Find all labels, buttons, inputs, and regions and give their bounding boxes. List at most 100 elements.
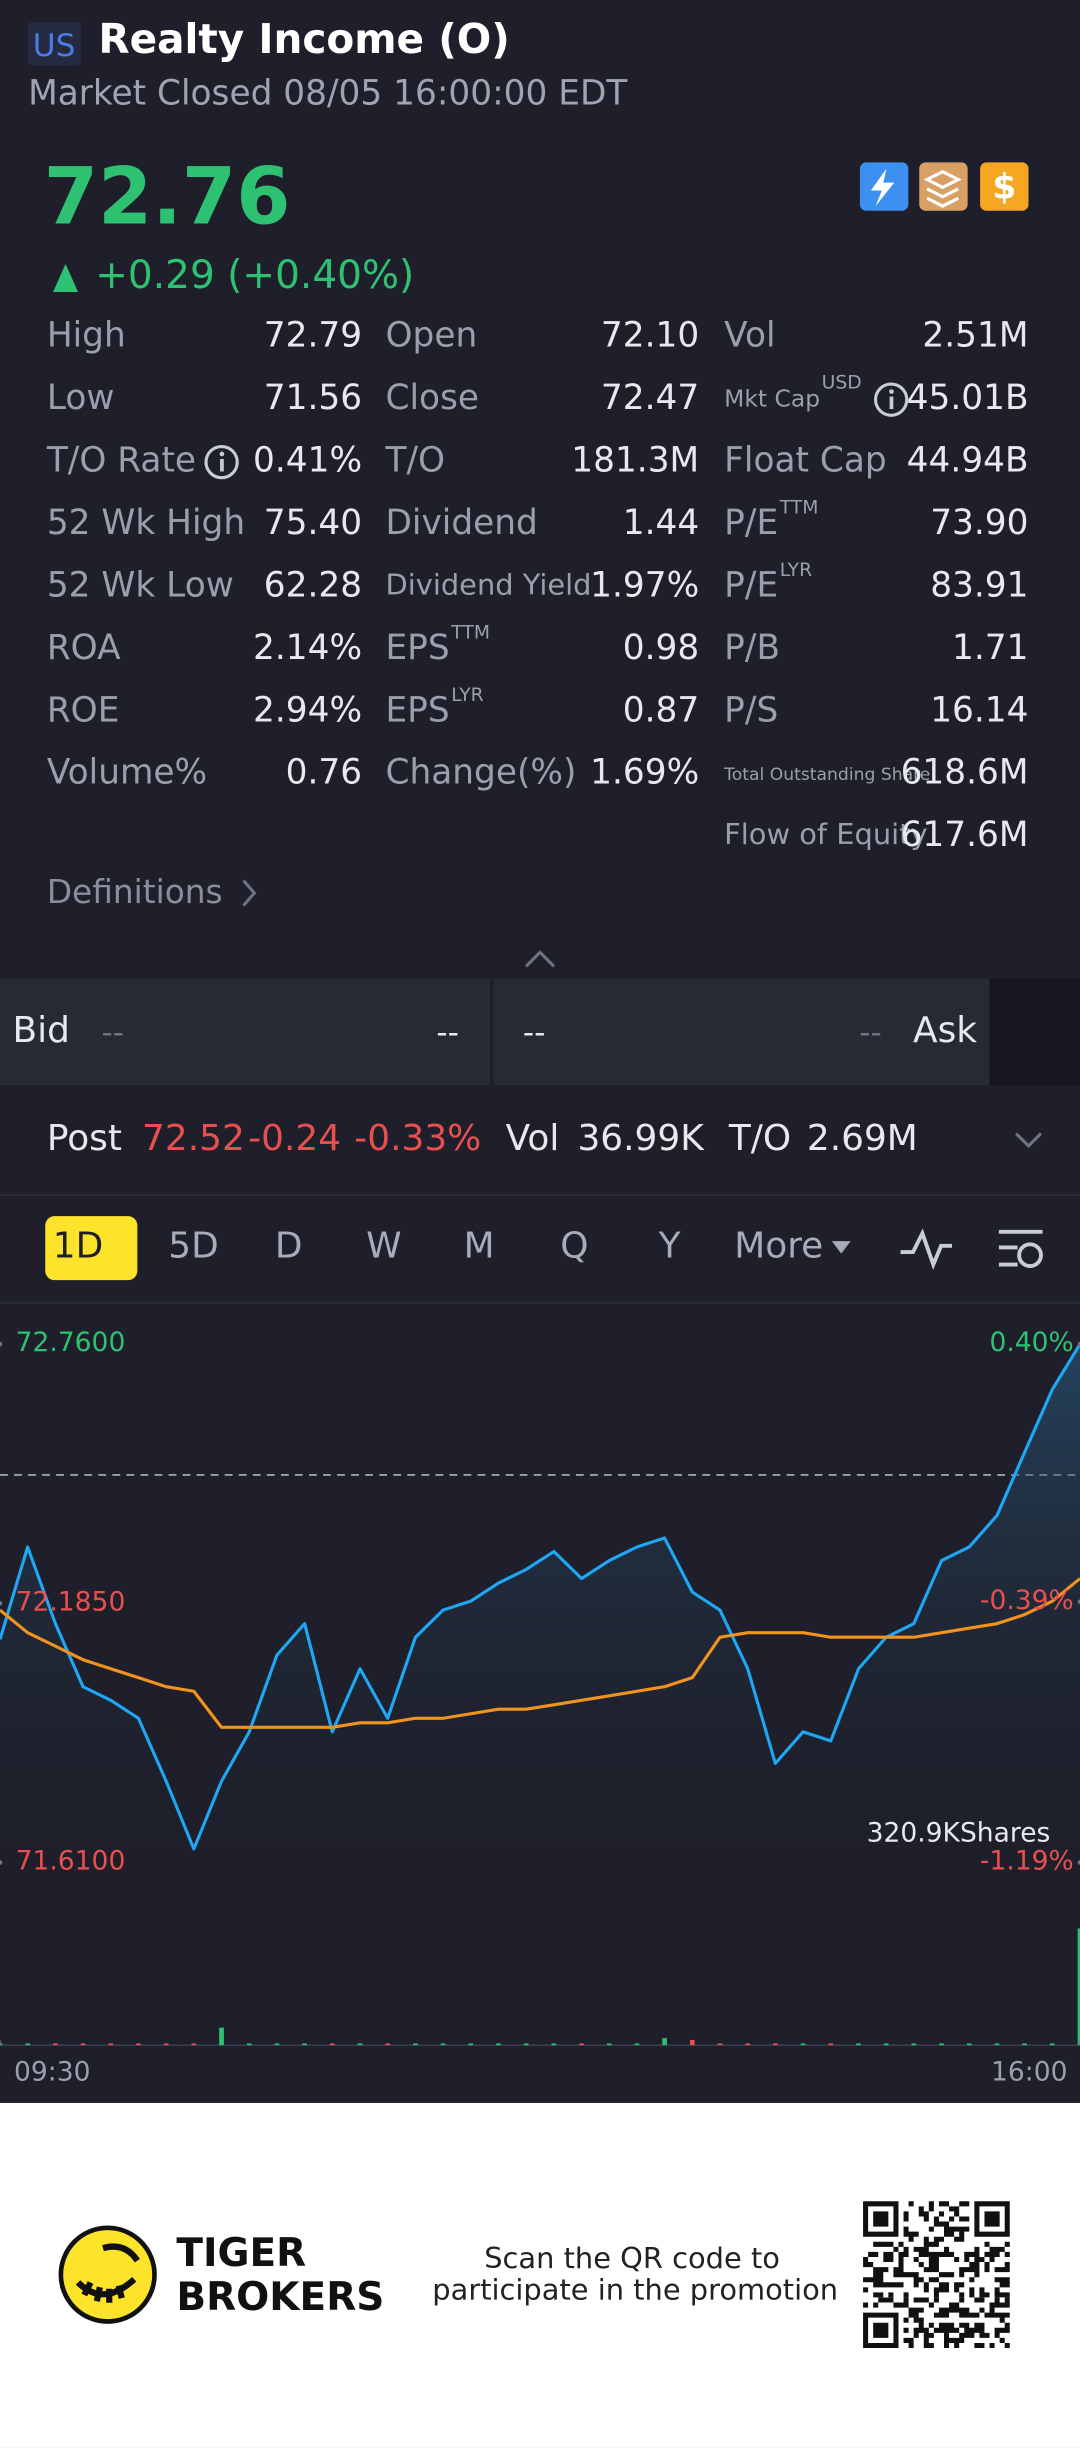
stat-label: Change(%) xyxy=(385,754,577,794)
post-chevron[interactable] xyxy=(1014,1132,1043,1149)
stat-label: 52 Wk High xyxy=(46,504,246,544)
info-icon-part xyxy=(218,451,224,457)
icon-layers-glyph xyxy=(923,169,962,208)
post-change: -0.24 xyxy=(248,1118,342,1160)
volume-bar xyxy=(966,2043,972,2046)
volume-bar xyxy=(136,2043,141,2046)
info-icon-part xyxy=(890,396,895,410)
stat-value: 72.79 xyxy=(263,316,363,356)
volume-bar xyxy=(1049,2043,1055,2046)
stat-value: 1.44 xyxy=(622,504,700,544)
stat-label: ROA xyxy=(46,629,121,669)
stat-label: ROE xyxy=(46,691,120,731)
definitions-chevron[interactable] xyxy=(242,879,257,907)
volume-bar xyxy=(745,2043,751,2046)
post-to: 2.69M xyxy=(806,1118,918,1160)
stock-title: Realty Income (O) xyxy=(98,17,510,65)
up-triangle xyxy=(53,263,79,292)
stat-value: 72.10 xyxy=(600,316,700,356)
stat-label: Float Cap xyxy=(724,441,887,481)
info-icon[interactable] xyxy=(201,442,242,483)
post-to-label: T/O xyxy=(728,1118,792,1160)
bid-size: -- xyxy=(436,1013,459,1051)
stat-label-sup: LYR xyxy=(451,683,484,706)
stat-value: 0.98 xyxy=(622,629,700,669)
indicator-icon[interactable] xyxy=(900,1228,953,1271)
info-icon-part xyxy=(874,382,910,417)
volume-bar xyxy=(385,2043,391,2046)
last-price: 72.76 xyxy=(43,151,291,242)
stat-label: P/S xyxy=(724,691,779,731)
y2-tick-label: 0.40% xyxy=(989,1327,1074,1360)
post-label: Post xyxy=(46,1118,122,1160)
logo xyxy=(58,2225,157,2324)
volume-bar xyxy=(634,2043,640,2046)
timeframe-tab[interactable]: 1D xyxy=(52,1226,104,1267)
volume-bar xyxy=(163,2043,169,2046)
y-tick-label: 72.1850 xyxy=(15,1586,126,1619)
volume-bar xyxy=(496,2043,501,2046)
timeframe-tab[interactable]: D xyxy=(274,1226,303,1267)
stat-value: 0.76 xyxy=(285,754,363,794)
icon-dollar[interactable] xyxy=(980,162,1029,211)
volume-bar xyxy=(219,2027,224,2046)
volume-bar xyxy=(717,2043,723,2046)
timeframe-tab[interactable]: More xyxy=(734,1226,824,1267)
tab-selected[interactable] xyxy=(45,1216,138,1281)
bid-price: -- xyxy=(101,1013,124,1051)
timeframe-tab[interactable]: M xyxy=(463,1226,495,1267)
volume-bar xyxy=(994,2043,1000,2046)
volume-max-label: 320.9KShares xyxy=(866,1818,1051,1850)
volume-bar xyxy=(80,2043,86,2046)
stat-label: Mkt Cap xyxy=(724,384,821,413)
y2-tick-mark xyxy=(1077,1341,1080,1347)
x-tick-label: 16:00 xyxy=(991,2056,1068,2089)
stat-label-sup: USD xyxy=(821,371,862,394)
stat-value: 2.14% xyxy=(253,629,363,669)
timeframe-tab[interactable]: 5D xyxy=(168,1226,219,1267)
stat-value: 1.71 xyxy=(952,629,1029,669)
volume-bar xyxy=(357,2043,363,2046)
brand-name: BROKERS xyxy=(176,2273,385,2320)
volume-bar xyxy=(108,2043,114,2046)
post-price: 72.52 xyxy=(142,1118,245,1160)
volume-bar xyxy=(828,2043,834,2046)
stat-label: High xyxy=(46,316,126,356)
stat-label: Dividend xyxy=(385,504,538,544)
collapse-caret[interactable] xyxy=(524,950,556,968)
separator xyxy=(0,1194,1080,1196)
stat-value: 0.87 xyxy=(622,691,700,731)
timeframe-tab[interactable]: W xyxy=(366,1226,402,1267)
settings-icon[interactable] xyxy=(998,1229,1043,1267)
market-status: Market Closed 08/05 16:00:00 EDT xyxy=(28,74,628,114)
y-tick-label: 71.6100 xyxy=(15,1846,126,1878)
timeframe-tab[interactable]: Q xyxy=(560,1226,589,1267)
qr-code xyxy=(863,2201,1010,2349)
stat-label: 52 Wk Low xyxy=(46,566,234,606)
volume-bar xyxy=(25,2043,31,2046)
volume-bar xyxy=(551,2043,557,2046)
stat-label: Flow of Equity xyxy=(724,819,928,853)
volume-bar xyxy=(579,2043,584,2046)
y-tick-mark xyxy=(0,1601,3,1606)
stat-value: 45.01B xyxy=(906,379,1029,419)
stat-label-sup: LYR xyxy=(779,558,813,581)
price-change: +0.29 (+0.40%) xyxy=(95,252,415,298)
stat-value: 72.47 xyxy=(600,379,700,419)
stat-label: Vol xyxy=(724,316,776,356)
volume-bar xyxy=(246,2043,252,2046)
info-icon[interactable] xyxy=(872,379,913,420)
timeframe-tab[interactable]: Y xyxy=(658,1226,681,1267)
post-vol-label: Vol xyxy=(505,1118,560,1160)
volume-bar xyxy=(302,2043,307,2046)
y2-tick-mark xyxy=(1077,1860,1080,1865)
stat-value: 2.94% xyxy=(253,691,363,731)
market-badge xyxy=(28,21,82,66)
stat-value: 1.97% xyxy=(590,566,700,606)
stat-value: 617.6M xyxy=(900,816,1029,856)
icon-lightning-glyph xyxy=(870,168,895,207)
stat-value: 0.41% xyxy=(253,441,363,481)
logo-stripes xyxy=(75,2243,140,2303)
